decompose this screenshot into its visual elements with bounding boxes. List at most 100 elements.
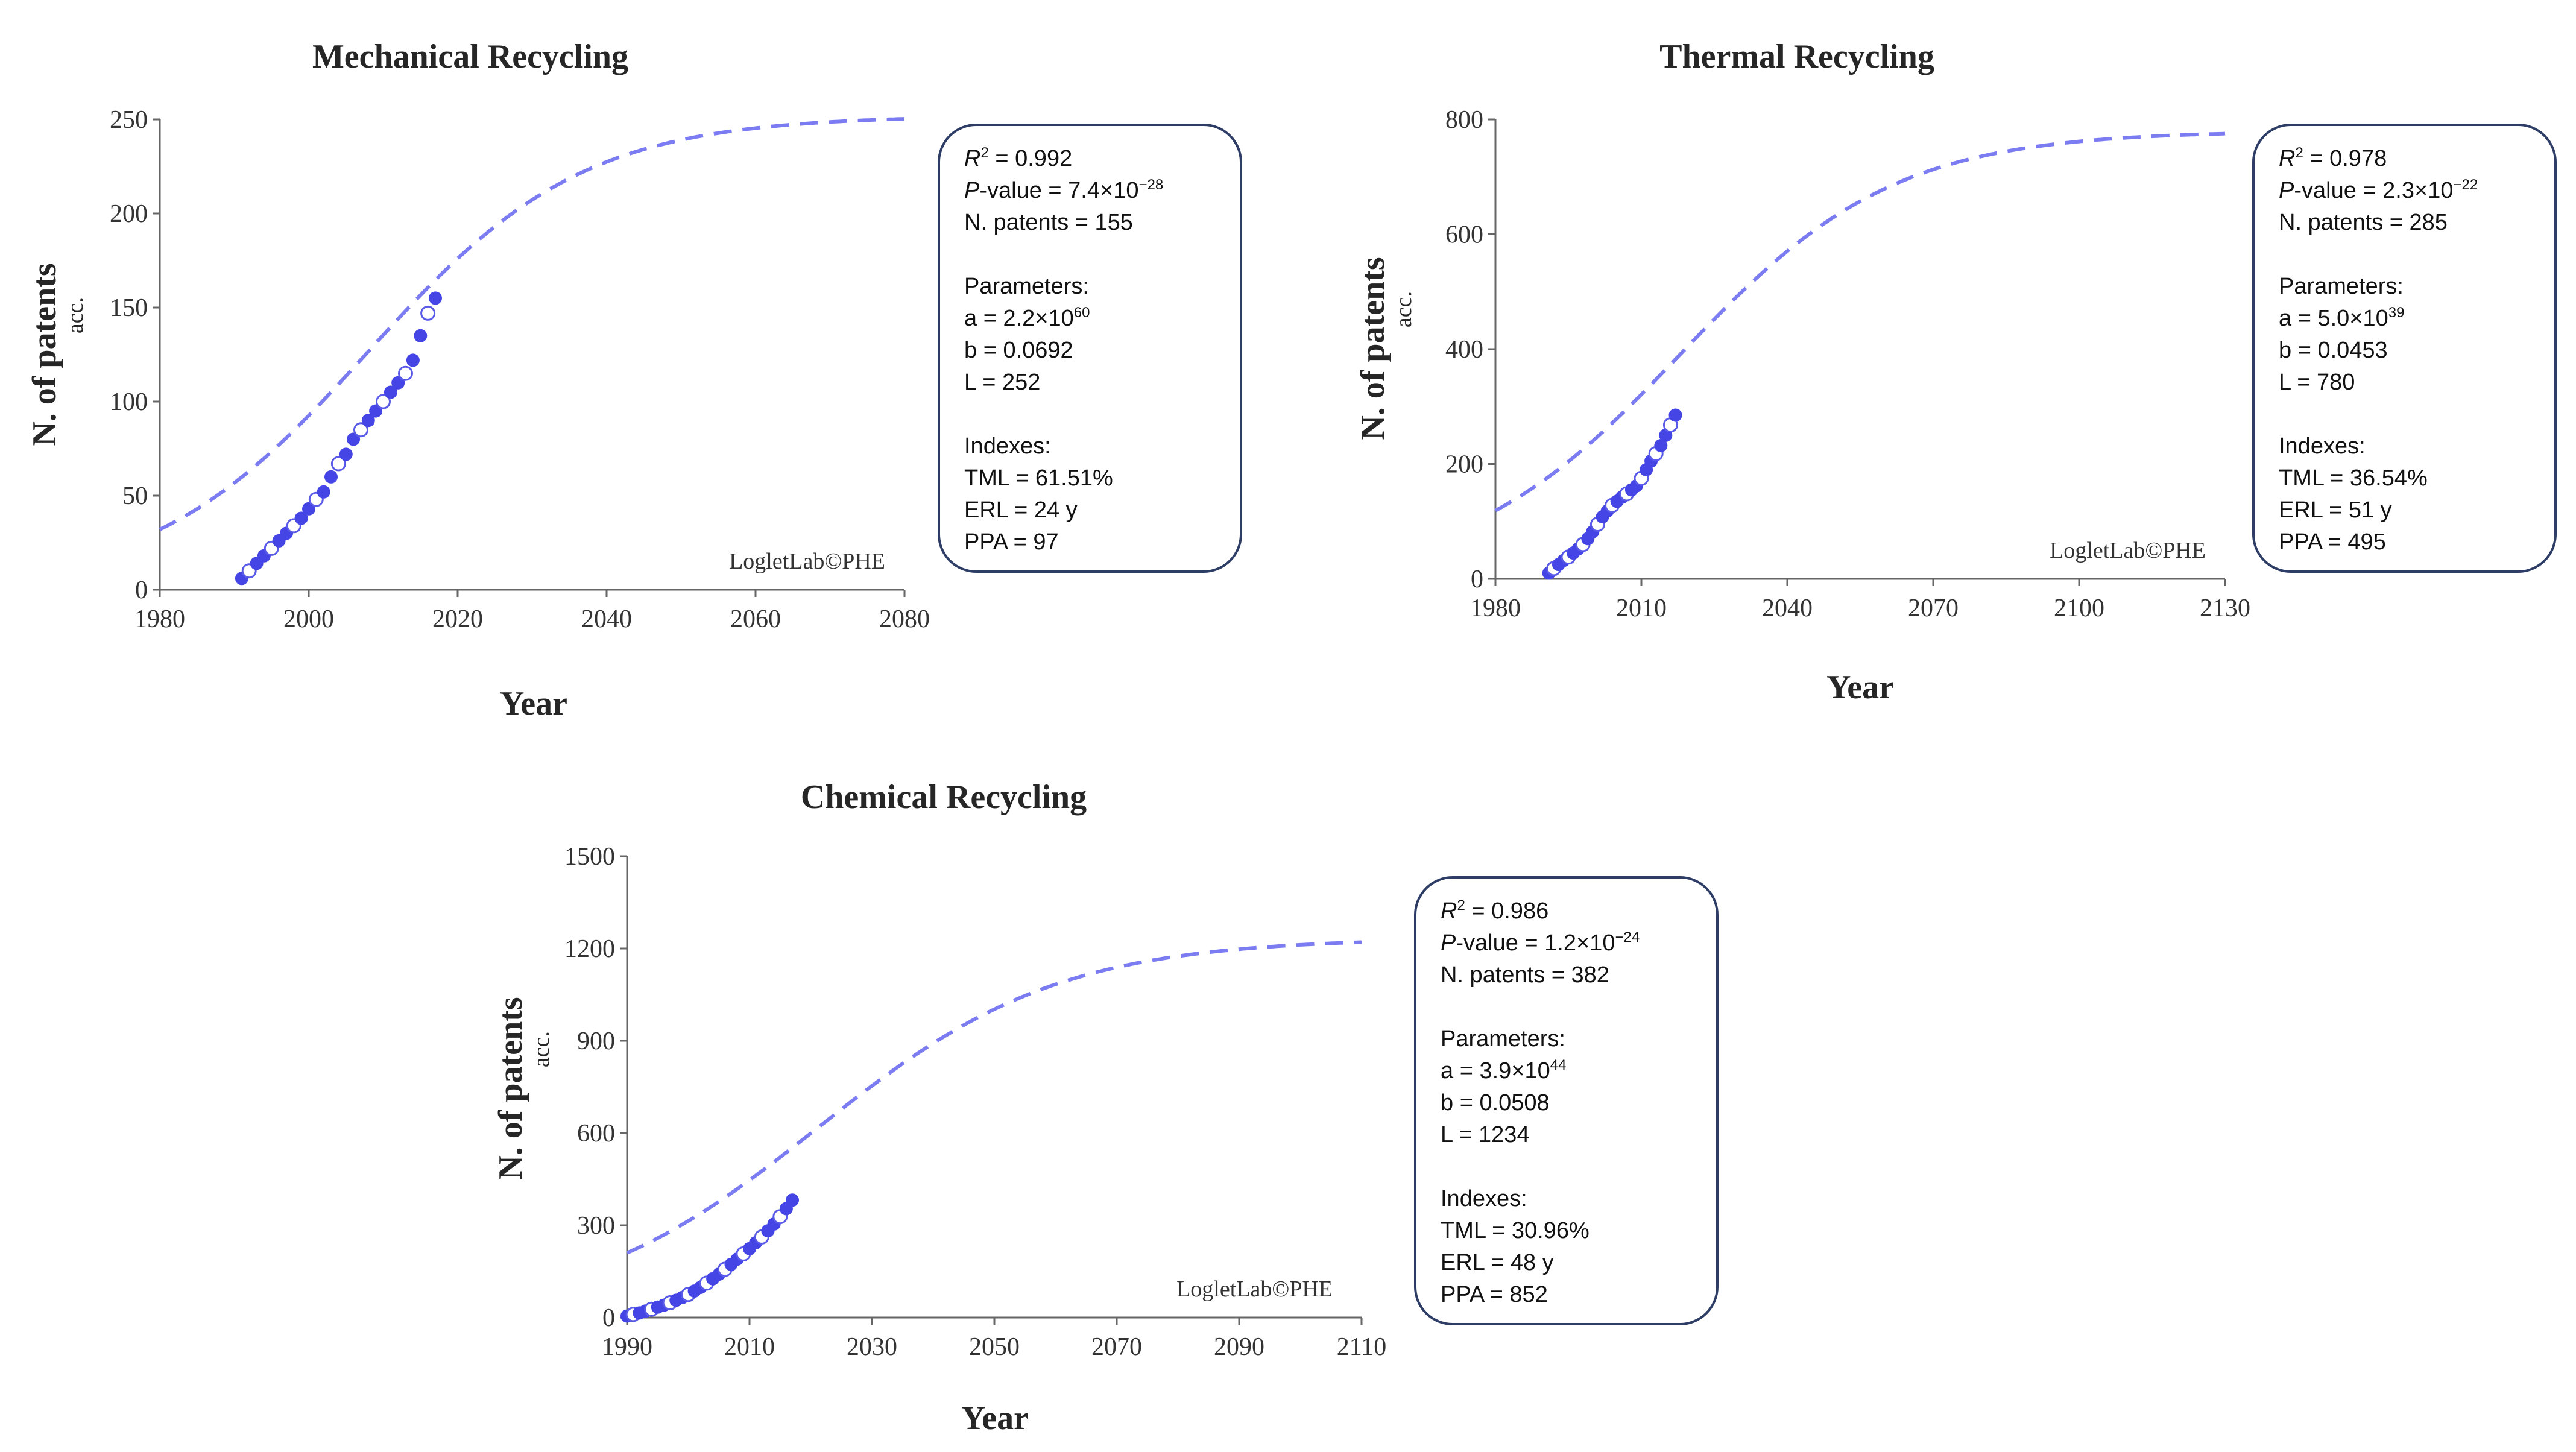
data-point [353,422,368,438]
data-point [1654,439,1668,452]
y-tick-label: 800 [1445,106,1483,134]
stat-indexes-title: Indexes: [2279,434,2366,459]
stat-parameters-title: Parameters: [964,274,1089,299]
y-axis-title: N. of patents [26,263,63,446]
x-tick-label: 2100 [2054,595,2104,622]
watermark-text: LogletLab©PHE [1176,1277,1333,1302]
y-tick-label: 1500 [564,843,615,871]
y-tick-label: 1200 [564,935,615,963]
x-axis-title: Year [961,1400,1029,1437]
data-point [429,291,442,305]
stat-ppa: PPA = 97 [964,529,1059,555]
y-tick-label: 400 [1445,336,1483,364]
x-tick-label: 1990 [602,1333,652,1361]
data-point [294,511,308,525]
y-tick-label: 200 [110,200,148,228]
stat-n-patents: N. patents = 285 [2279,210,2448,235]
y-axis-title: N. of patents [492,997,529,1179]
stats-box-chemical: R2 = 0.986 P-value = 1.2×10−24 N. patent… [1414,876,1719,1325]
stat-param-a: a = 5.0×1039 [2279,305,2405,332]
chart-title: Chemical Recycling [801,778,1087,816]
stat-indexes-title: Indexes: [1441,1186,1527,1211]
x-tick-label: 2000 [283,605,334,633]
y-tick-label: 50 [122,482,148,510]
chart-panel-thermal: Thermal Recycling 1980 2010 2040 2070 2100 213… [1327,0,2576,754]
stat-erl: ERL = 51 y [2279,497,2392,523]
y-axis-subscript: acc. [1391,291,1416,327]
data-point [317,485,330,499]
data-point [398,365,413,381]
stat-parameters-title: Parameters: [2279,274,2404,299]
x-tick-label: 2070 [1908,595,1959,622]
stat-n-patents: N. patents = 382 [1441,962,1609,988]
watermark-text: LogletLab©PHE [2050,538,2206,563]
data-point [420,305,436,321]
y-tick-label: 200 [1445,451,1483,479]
x-axis-title: Year [500,685,567,722]
x-tick-label: 2110 [1337,1333,1386,1361]
chart-title: Mechanical Recycling [312,38,628,75]
data-point [786,1193,799,1207]
x-tick-label: 2060 [730,605,781,633]
stat-erl: ERL = 48 y [1441,1250,1554,1275]
x-tick-label: 2040 [1762,595,1813,622]
stat-n-patents: N. patents = 155 [964,210,1133,235]
stat-ppa: PPA = 852 [1441,1282,1548,1307]
data-point [406,353,420,367]
stat-param-a: a = 2.2×1060 [964,305,1090,332]
y-axis-title: N. of patents [1354,257,1392,440]
data-point [361,414,375,428]
stat-r2: R2 = 0.992 [964,145,1073,172]
data-point [384,385,397,399]
x-tick-label: 2010 [1616,595,1667,622]
stat-param-b: b = 0.0508 [1441,1090,1550,1116]
stat-p-value: P-value = 1.2×10−24 [1441,929,1640,956]
stat-ppa: PPA = 495 [2279,529,2386,555]
logistic-fit-line [626,940,1362,1255]
y-tick-label: 0 [1471,566,1483,593]
x-tick-label: 2080 [879,605,930,633]
stat-parameters-title: Parameters: [1441,1026,1565,1052]
x-tick-label: 1980 [1470,595,1521,622]
stat-tml: TML = 61.51% [964,466,1113,491]
stat-param-l: L = 252 [964,370,1041,395]
x-axis-title: Year [1826,669,1894,706]
stat-param-l: L = 1234 [1441,1122,1530,1147]
stat-param-b: b = 0.0453 [2279,338,2388,363]
chart-panel-mechanical: Mechanical Recycling 1980 2000 2020 2040 2060… [0,0,1296,754]
x-tick-label: 2070 [1091,1333,1142,1361]
chart-title: Thermal Recycling [1659,38,1934,75]
y-tick-label: 0 [602,1304,615,1332]
stat-erl: ERL = 24 y [964,497,1078,523]
chart-thermal: Thermal Recycling 1980 2010 2040 2070 2100 213… [1354,38,2250,706]
y-tick-label: 0 [135,576,148,604]
x-tick-label: 2040 [581,605,632,633]
stat-param-b: b = 0.0692 [964,338,1073,363]
data-point [330,456,346,472]
stat-r2: R2 = 0.986 [1441,897,1549,924]
logistic-fit-line [159,117,905,531]
data-point [339,447,353,461]
data-point [1668,408,1682,422]
stats-box-mechanical: R2 = 0.992 P-value = 7.4×10−28 N. patent… [938,124,1242,573]
stat-p-value: P-value = 2.3×10−22 [2279,177,2478,204]
y-tick-label: 150 [110,294,148,322]
stats-box-thermal: R2 = 0.978 P-value = 2.3×10−22 N. patent… [2252,124,2557,573]
chart-chemical: Chemical Recycling 1990 2010 2030 2050 2070 20… [492,778,1386,1437]
x-tick-label: 2020 [432,605,483,633]
x-tick-label: 2010 [724,1333,775,1361]
watermark-text: LogletLab©PHE [729,549,885,574]
stat-param-l: L = 780 [2279,370,2355,395]
data-point [414,329,428,342]
y-tick-label: 600 [577,1120,615,1147]
data-point [324,470,338,484]
x-tick-label: 2030 [847,1333,897,1361]
x-tick-label: 2050 [969,1333,1020,1361]
x-tick-label: 2090 [1214,1333,1264,1361]
x-tick-label: 1980 [134,605,185,633]
stat-indexes-title: Indexes: [964,434,1051,459]
y-axis-subscript: acc. [529,1031,554,1067]
y-tick-label: 100 [110,388,148,416]
x-tick-label: 2130 [2200,595,2250,622]
